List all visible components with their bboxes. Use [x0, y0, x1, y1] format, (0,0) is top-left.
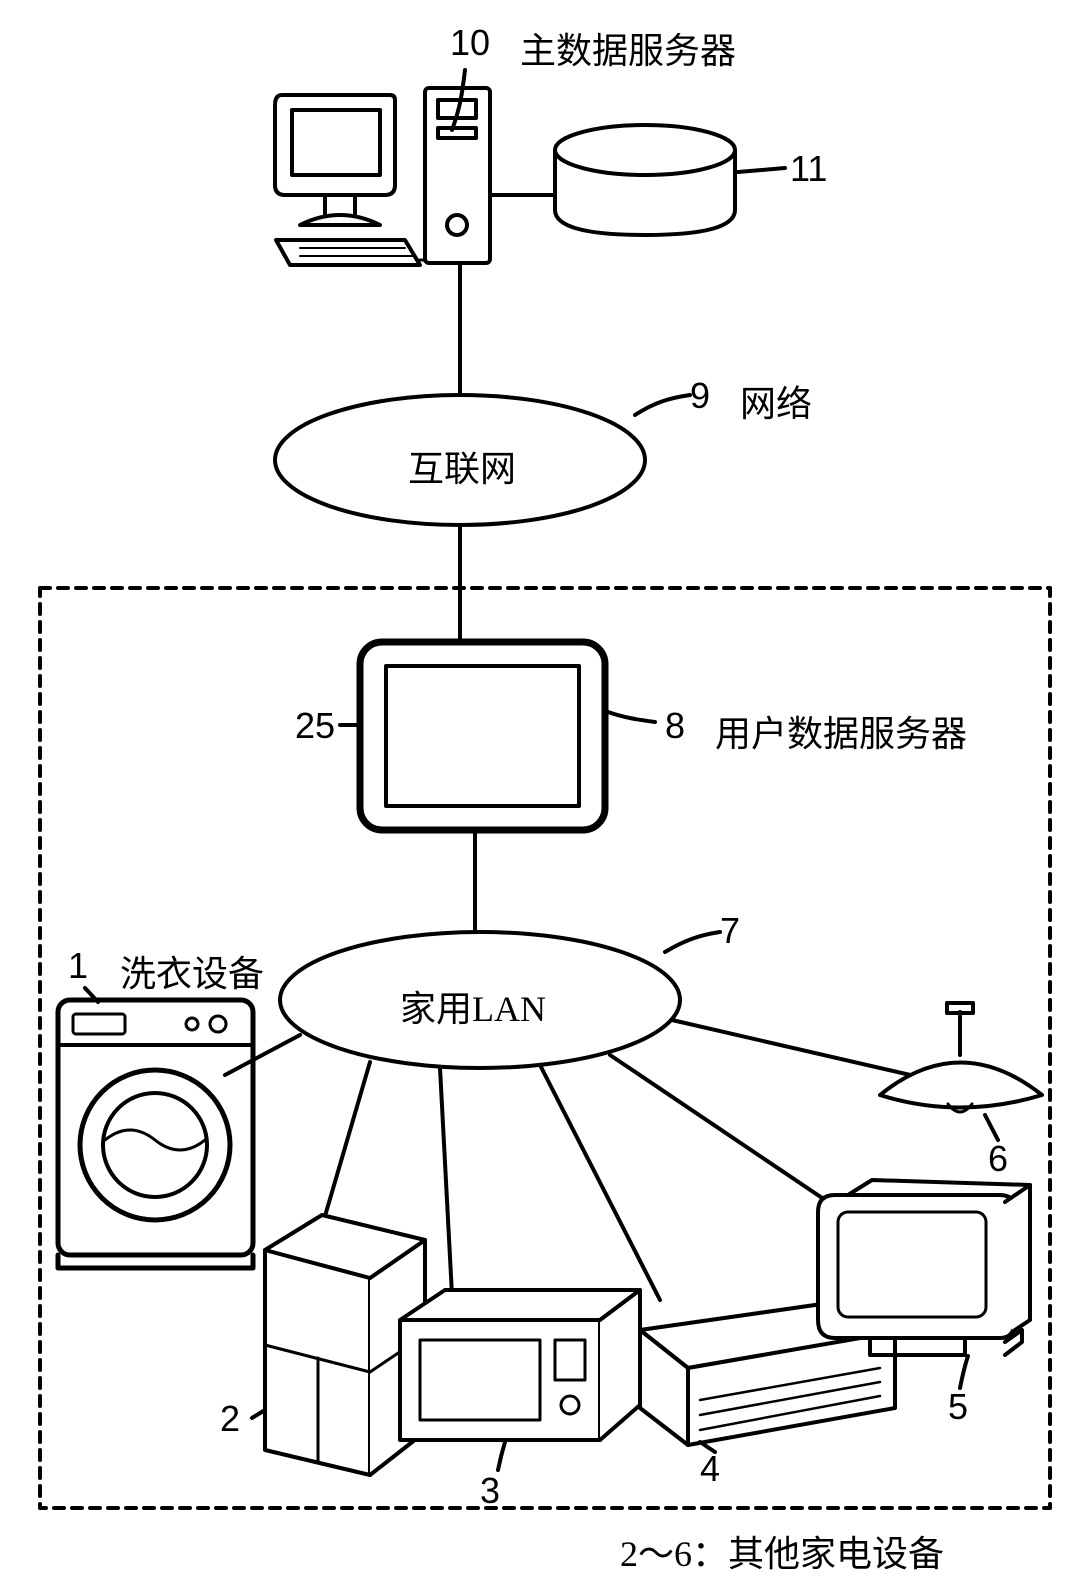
dev4-num: 4	[700, 1448, 720, 1490]
server-num: 10	[450, 22, 490, 64]
server-label: 主数据服务器	[520, 22, 736, 74]
dev5-num: 5	[948, 1386, 968, 1428]
lan-num: 7	[720, 910, 740, 952]
db-num: 11	[790, 148, 827, 190]
footer-label: 2～6：其他家电设备	[620, 1525, 944, 1577]
lan-label: 家用LAN	[400, 980, 546, 1032]
net-label: 网络	[740, 375, 812, 427]
washer-label: 洗衣设备	[120, 945, 264, 997]
dev3-num: 3	[480, 1470, 500, 1512]
dev2-num: 2	[220, 1398, 240, 1440]
net-num: 9	[690, 375, 710, 417]
user-server-left: 25	[295, 705, 335, 747]
internet-label: 互联网	[408, 440, 516, 492]
washer-num: 1	[68, 945, 88, 987]
user-server-right: 8	[665, 705, 685, 747]
user-server-label: 用户数据服务器	[715, 705, 967, 757]
dev6-num: 6	[988, 1138, 1008, 1180]
